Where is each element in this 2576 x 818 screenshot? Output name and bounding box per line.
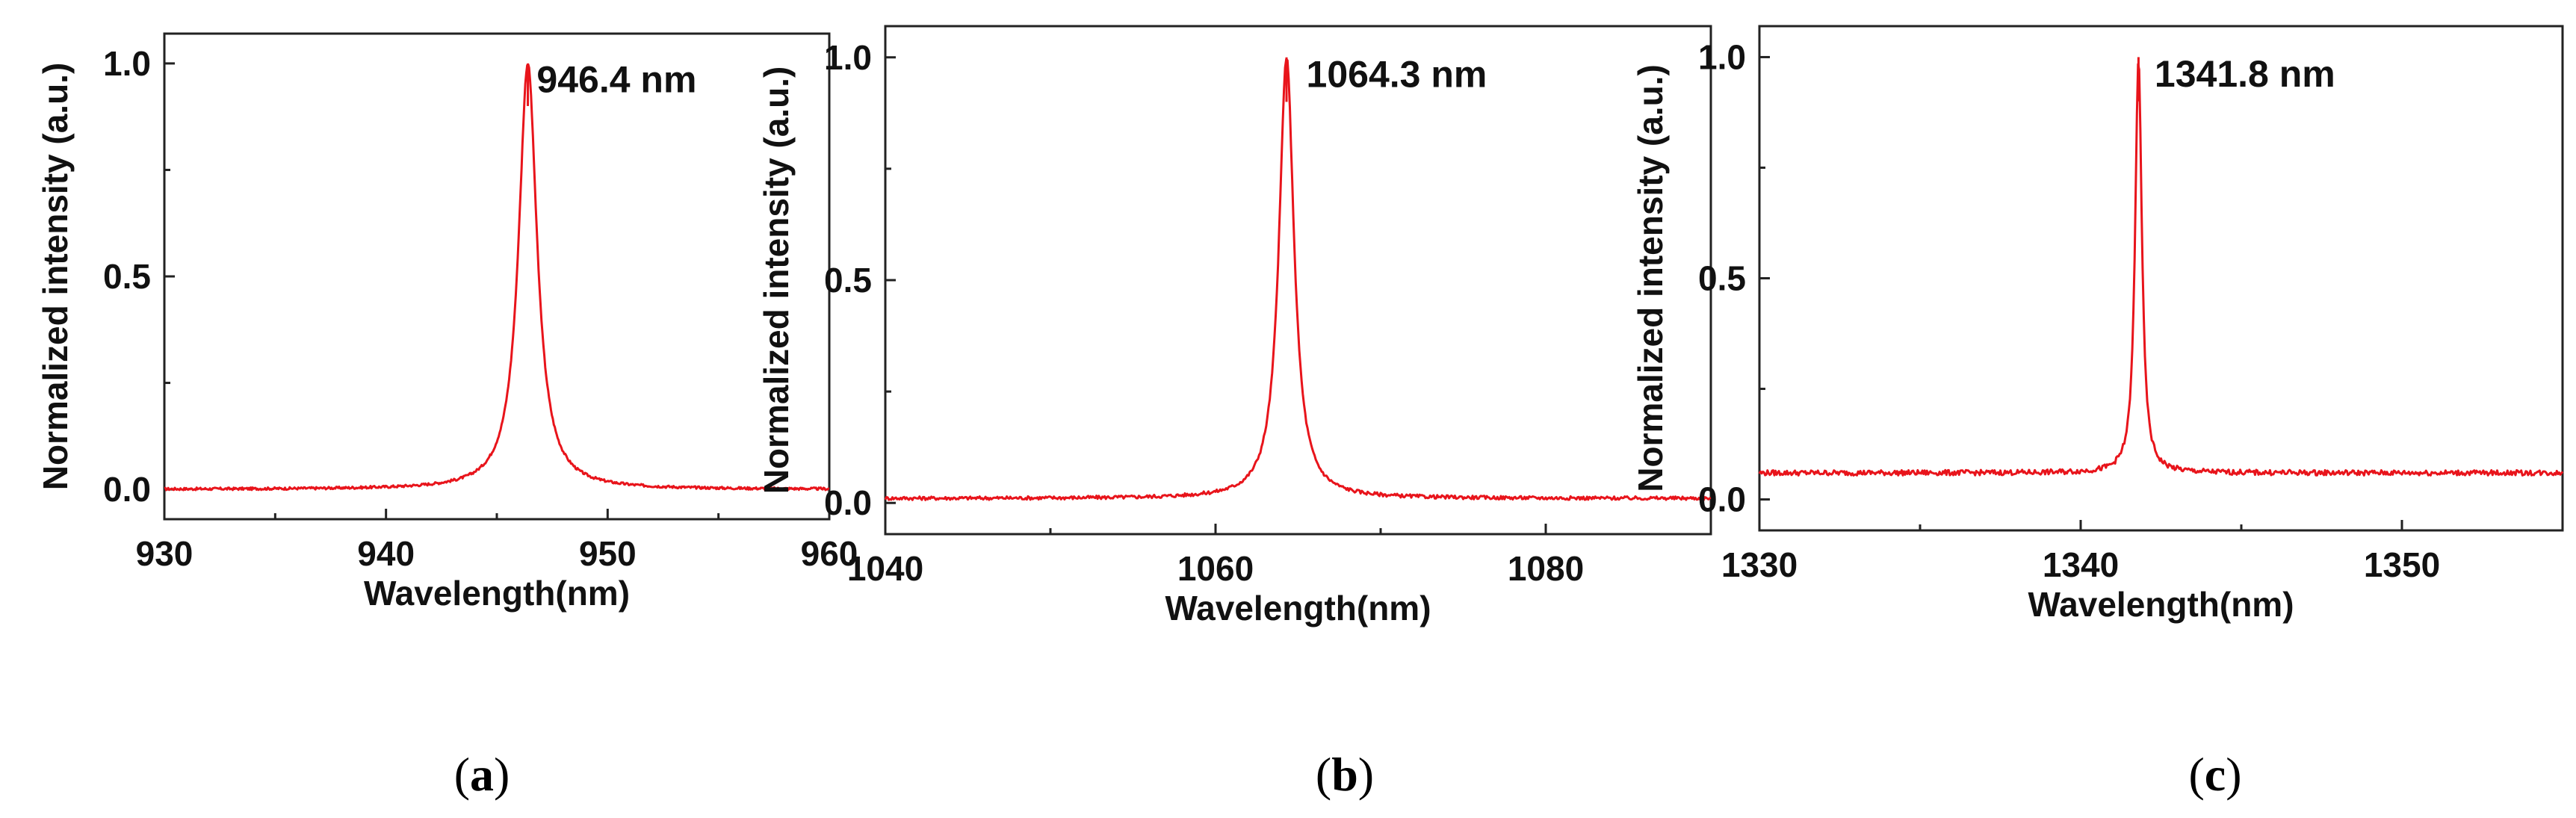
x-tick-label: 1340 (2043, 545, 2119, 584)
y-axis-title: Normalized intensity (a.u.) (36, 63, 75, 491)
y-tick-label: 0.0 (103, 470, 151, 509)
y-tick-label: 0.5 (103, 257, 151, 296)
x-tick-label: 1060 (1177, 549, 1254, 588)
peak-annotation: 946.4 nm (536, 58, 696, 100)
y-tick-label: 0.5 (824, 261, 872, 300)
panel-caption: (a) (454, 748, 510, 801)
spectrum-line (1758, 63, 2564, 477)
x-tick-label: 960 (801, 534, 858, 573)
panel-b: 1040 1060 1080 0.0 0.5 1.0 Wavelength(nm) Norma… (757, 25, 1712, 801)
x-tick-label: 940 (357, 534, 415, 573)
x-tick-label: 950 (579, 534, 637, 573)
y-tick-label: 0.5 (1698, 259, 1746, 298)
y-axis-title: Normalized intensity (a.u.) (1631, 64, 1670, 492)
x-tick-label: 1350 (2364, 545, 2440, 584)
plot-frame (163, 32, 831, 521)
x-tick-label: 1040 (847, 549, 923, 588)
peak-annotation: 1341.8 nm (2155, 53, 2335, 95)
panel-caption: (c) (2188, 748, 2241, 801)
y-tick-label: 1.0 (1698, 37, 1746, 76)
y-tick-label: 0.0 (1698, 480, 1746, 519)
y-tick-label: 1.0 (824, 38, 872, 77)
plot-frame (1758, 25, 2564, 532)
x-axis-title: Wavelength(nm) (1165, 589, 1431, 628)
x-tick-label: 1080 (1508, 549, 1584, 588)
y-tick-label: 0.0 (824, 483, 872, 522)
spectrum-line (164, 63, 830, 492)
y-tick-label: 1.0 (103, 44, 151, 83)
x-tick-label: 1330 (1721, 545, 1798, 584)
peak-annotation: 1064.3 nm (1307, 54, 1487, 96)
y-axis-title: Normalized intensity (a.u.) (757, 66, 796, 495)
x-tick-label: 930 (136, 534, 193, 573)
plot-frame (884, 25, 1712, 536)
panel-a: 930 940 950 960 0.0 0.5 1.0 Wavelength(nm) Norma… (36, 32, 858, 801)
x-axis-title: Wavelength(nm) (2028, 585, 2294, 624)
panel-c: 1330 1340 1350 0.0 0.5 1.0 Wavelength(nm) Norma… (1631, 25, 2564, 801)
x-axis-title: Wavelength(nm) (364, 574, 630, 613)
spectrum-line (884, 58, 1712, 501)
panel-caption: (b) (1316, 748, 1374, 801)
